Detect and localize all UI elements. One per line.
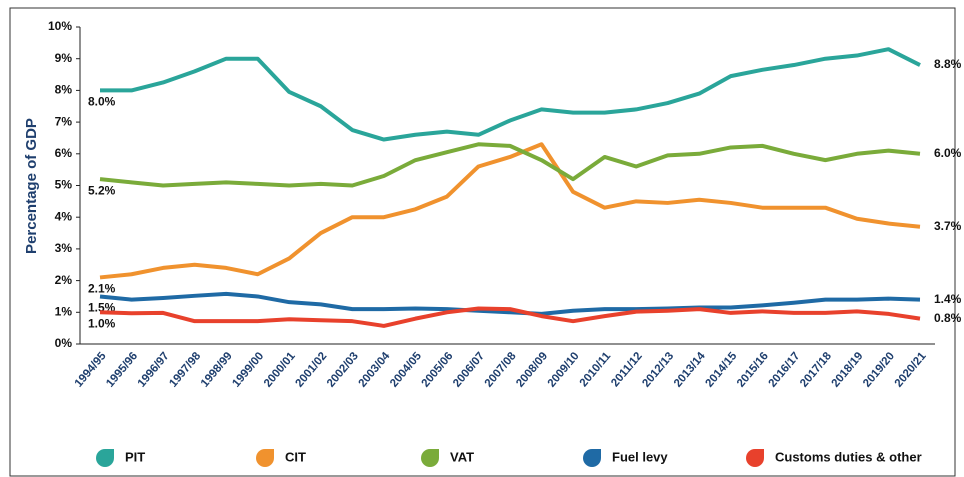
x-tick-label: 2020/21 xyxy=(893,350,929,390)
y-tick-label: 10% xyxy=(48,19,72,33)
data-label: 1.0% xyxy=(88,316,116,330)
y-tick-label: 5% xyxy=(55,178,73,192)
x-tick-label: 2013/14 xyxy=(672,350,708,390)
x-tick-label: 1999/00 xyxy=(230,350,266,390)
data-label: 8.0% xyxy=(88,95,116,109)
data-label: 3.7% xyxy=(934,219,962,233)
x-tick-label: 1995/96 xyxy=(104,350,140,390)
y-tick-label: 8% xyxy=(55,83,73,97)
line-series xyxy=(99,142,921,188)
legend-label: PIT xyxy=(125,449,145,464)
x-tick-label: 2012/13 xyxy=(640,350,676,390)
x-tick-label: 2007/08 xyxy=(483,350,519,390)
line-series xyxy=(100,47,921,142)
legend-icon xyxy=(583,449,601,467)
x-tick-label: 2019/20 xyxy=(861,350,897,390)
frame xyxy=(9,7,956,477)
x-tick-label: 2017/18 xyxy=(798,350,834,390)
x-tick-label: 1997/98 xyxy=(167,350,203,390)
y-tick-label: 3% xyxy=(55,241,73,255)
data-label: 5.2% xyxy=(88,183,116,197)
x-tick-label: 2002/03 xyxy=(325,350,361,390)
x-tick-label: 1996/97 xyxy=(136,350,172,390)
legend-icon xyxy=(746,449,764,467)
legend-icon xyxy=(421,449,439,467)
data-label: 6.0% xyxy=(934,146,962,160)
x-tick-label: 2018/19 xyxy=(830,350,866,390)
x-tick-label: 2011/12 xyxy=(609,350,645,389)
data-label: 2.1% xyxy=(88,282,116,296)
x-tick-label: 2009/10 xyxy=(546,350,582,390)
x-tick-label: 2005/06 xyxy=(420,350,456,390)
legend-label: CIT xyxy=(285,449,306,464)
data-label: 8.8% xyxy=(934,57,962,71)
x-tick-label: 2014/15 xyxy=(703,350,739,390)
x-tick-label: 2003/04 xyxy=(357,350,393,390)
line-series xyxy=(99,291,921,316)
x-tick-label: 2001/02 xyxy=(293,350,329,390)
x-tick-label: 2006/07 xyxy=(451,350,487,390)
legend-label: Customs duties & other xyxy=(775,449,922,464)
legend-icon xyxy=(96,449,114,467)
x-tick-label: 1998/99 xyxy=(199,350,235,390)
x-tick-label: 2000/01 xyxy=(262,350,298,390)
y-tick-label: 4% xyxy=(55,209,73,223)
y-tick-label: 2% xyxy=(55,273,73,287)
data-label: 1.4% xyxy=(934,292,962,306)
x-tick-label: 1994/95 xyxy=(73,350,109,390)
x-tick-label: 2008/09 xyxy=(514,350,550,390)
legend-label: VAT xyxy=(450,449,474,464)
y-tick-label: 6% xyxy=(55,146,73,160)
line-series xyxy=(99,306,921,328)
y-tick-label: 0% xyxy=(55,336,73,350)
x-tick-label: 2004/05 xyxy=(388,350,424,390)
y-tick-label: 1% xyxy=(55,304,73,318)
y-tick-label: 9% xyxy=(55,51,73,65)
legend-icon xyxy=(256,449,274,467)
data-label: 0.8% xyxy=(934,311,962,325)
x-tick-label: 2010/11 xyxy=(578,350,614,390)
x-tick-label: 2015/16 xyxy=(735,350,771,390)
y-axis-label: Percentage of GDP xyxy=(23,118,40,254)
y-tick-label: 7% xyxy=(55,114,73,128)
line-series xyxy=(99,142,921,280)
x-tick-label: 2016/17 xyxy=(767,350,803,390)
legend-label: Fuel levy xyxy=(612,449,668,464)
